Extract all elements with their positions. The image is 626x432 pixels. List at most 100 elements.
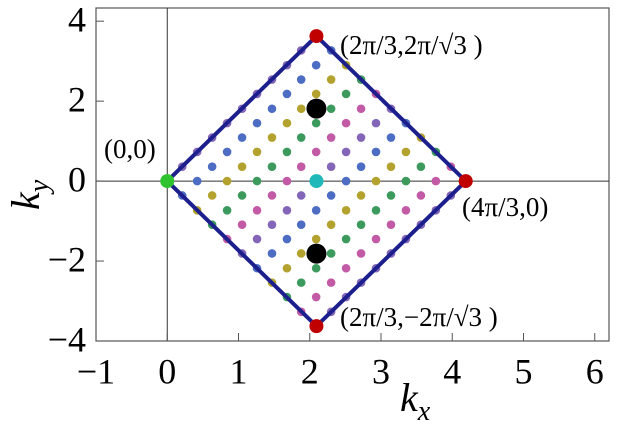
lattice-point	[252, 176, 262, 186]
x-tick-label: −1	[77, 351, 115, 391]
y-axis-label-sub: y	[24, 179, 55, 195]
lattice-point	[311, 263, 321, 273]
x-tick-label: 0	[158, 351, 176, 391]
lattice-point	[386, 133, 396, 142]
special-point	[458, 174, 473, 189]
lattice-point	[296, 249, 306, 258]
lattice-point	[386, 191, 396, 200]
lattice-point	[267, 104, 277, 114]
x-tick-label: 3	[372, 351, 390, 391]
lattice-point	[326, 75, 336, 84]
lattice-point	[371, 118, 381, 128]
lattice-point	[222, 176, 232, 186]
special-point	[309, 319, 324, 334]
point-annotation: (0,0)	[104, 134, 156, 164]
lattice-point	[237, 133, 247, 142]
lattice-point	[356, 191, 366, 200]
lattice-point	[237, 162, 247, 172]
plot-frame	[95, 7, 610, 342]
lattice-point	[282, 176, 292, 186]
special-point	[306, 243, 327, 264]
lattice-point	[371, 205, 381, 215]
point-annotation: (4π/3,0)	[462, 192, 548, 222]
y-tick-label: −4	[48, 319, 86, 359]
x-tick-label: 2	[301, 351, 319, 391]
lattice-point	[311, 205, 321, 215]
lattice-point	[416, 191, 426, 200]
lattice-point	[401, 176, 411, 186]
lattice-point	[356, 220, 366, 229]
y-axis-label: ky	[3, 179, 55, 210]
special-point	[309, 174, 324, 189]
x-axis-label: kx	[400, 375, 431, 427]
lattice-point	[311, 89, 321, 99]
lattice-point	[267, 249, 277, 258]
point-annotation: (2π/3,−2π/√3 )	[340, 302, 498, 332]
lattice-point	[192, 176, 202, 186]
lattice-point	[341, 89, 351, 99]
lattice-point	[311, 118, 321, 128]
lattice-point	[401, 147, 411, 157]
lattice-point	[296, 278, 306, 287]
lattice-point	[282, 118, 292, 128]
lattice-point	[267, 133, 277, 142]
lattice-point	[326, 104, 336, 114]
special-point	[309, 29, 324, 44]
lattice-point	[326, 220, 336, 229]
lattice-point	[326, 133, 336, 142]
lattice-point	[356, 249, 366, 258]
lattice-point	[311, 234, 321, 244]
x-axis-label-sub: x	[417, 396, 431, 427]
lattice-point	[341, 234, 351, 244]
lattice-point	[296, 191, 306, 200]
lattice-point	[267, 162, 277, 172]
lattice-point	[282, 205, 292, 215]
lattice-point	[267, 220, 277, 229]
special-point	[306, 98, 327, 119]
x-tick-label: 5	[515, 351, 533, 391]
lattice-point	[237, 220, 247, 229]
lattice-point	[386, 220, 396, 229]
lattice-point	[326, 162, 336, 172]
y-axis-label-group: ky	[3, 179, 55, 210]
x-axis-label-main: k	[400, 375, 419, 420]
lattice-point	[356, 133, 366, 142]
lattice-point	[296, 133, 306, 142]
lattice-point	[431, 176, 441, 186]
lattice-point	[416, 162, 426, 172]
lattice-point	[311, 292, 321, 302]
lattice-point	[356, 104, 366, 114]
lattice-point	[326, 278, 336, 287]
y-tick-label: 4	[68, 0, 86, 39]
lattice-point	[341, 263, 351, 273]
lattice-point	[326, 249, 336, 258]
lattice-point	[282, 147, 292, 157]
lattice-point	[356, 162, 366, 172]
lattice-point	[282, 89, 292, 99]
lattice-point	[311, 147, 321, 157]
lattice-point	[252, 147, 262, 157]
lattice-point	[252, 234, 262, 244]
lattice-point	[371, 176, 381, 186]
lattice-point	[296, 162, 306, 172]
lattice-point	[222, 147, 232, 157]
y-tick-label: −2	[48, 239, 86, 279]
lattice-point	[267, 191, 277, 200]
lattice-point	[296, 104, 306, 114]
lattice-point	[386, 162, 396, 172]
x-tick-label: 1	[230, 351, 248, 391]
y-tick-label: 2	[68, 79, 86, 119]
x-tick-label: 4	[443, 351, 461, 391]
lattice-point	[282, 263, 292, 273]
lattice-point	[341, 205, 351, 215]
lattice-point	[311, 60, 321, 70]
lattice-point	[341, 118, 351, 128]
y-axis-label-main: k	[3, 191, 48, 210]
lattice-point	[252, 118, 262, 128]
lattice-point	[326, 191, 336, 200]
lattice-point	[207, 191, 217, 200]
lattice-point	[296, 75, 306, 84]
lattice-point	[341, 176, 351, 186]
lattice-point	[371, 234, 381, 244]
